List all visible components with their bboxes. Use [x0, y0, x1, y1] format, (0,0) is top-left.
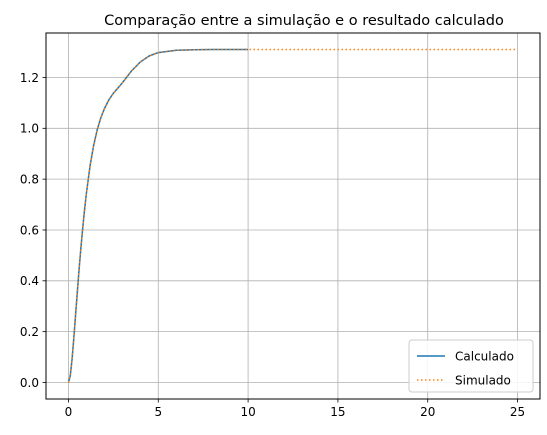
- series-line-simulado: [67, 48, 518, 383]
- y-tick-label: 0.8: [20, 172, 39, 186]
- x-tick-label: 10: [240, 405, 255, 419]
- y-tick-label: 0.6: [20, 223, 39, 237]
- chart-title: Comparação entre a simulação e o resulta…: [104, 13, 504, 29]
- legend-label-simulado: Simulado: [455, 374, 511, 388]
- x-tick-label: 5: [154, 405, 162, 419]
- y-tick-label: 1.2: [20, 71, 39, 85]
- y-tick-label: 0.2: [20, 325, 39, 339]
- plot-area-frame: [45, 32, 541, 400]
- x-tick-label: 15: [330, 405, 345, 419]
- y-tick-label: 0.0: [20, 376, 39, 390]
- y-tick-label: 0.4: [20, 274, 39, 288]
- axis-ticks: 0 5 10 15 20 25 0.0 0.2 0.4 0.6 0.8 1.0 1.2: [20, 71, 525, 419]
- y-tick-label: 1.0: [20, 122, 39, 136]
- x-tick-label: 20: [420, 405, 435, 419]
- grid: [46, 33, 540, 399]
- series-layer: [67, 48, 518, 383]
- legend-box: [408, 339, 534, 393]
- x-tick-label: 25: [510, 405, 525, 419]
- legend: Calculado Simulado: [408, 339, 534, 393]
- legend-label-calculado: Calculado: [455, 350, 514, 364]
- x-tick-label: 0: [65, 405, 73, 419]
